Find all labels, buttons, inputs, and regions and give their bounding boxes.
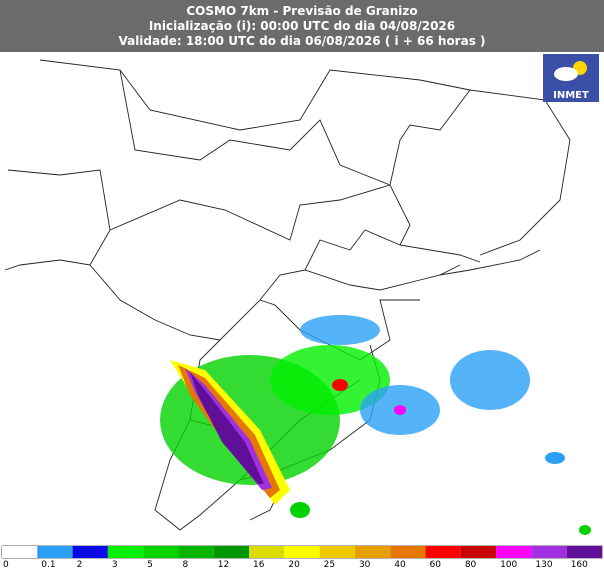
colorbar-label: 0 [3, 560, 9, 570]
colorbar-segment [72, 546, 108, 558]
colorbar-label: 40 [394, 560, 406, 570]
colorbar-segment [107, 546, 144, 558]
colorbar-label: 60 [430, 560, 442, 570]
colorbar-label: 2 [77, 560, 83, 570]
colorbar-segment [143, 546, 179, 558]
colorbar-label: 25 [324, 560, 335, 570]
colorbar-label: 130 [535, 560, 552, 570]
colorbar-segment [354, 546, 391, 558]
valid-line: Validade: 18:00 UTC do dia 06/08/2026 ( … [118, 34, 486, 48]
colorbar-segment [213, 546, 250, 558]
colorbar-segment [566, 546, 602, 558]
colorbar-segment [284, 546, 320, 558]
init-line: Inicialização (i): 00:00 UTC do dia 04/0… [148, 19, 456, 33]
colorbar-label: 30 [359, 560, 371, 570]
colorbar-segment [2, 546, 38, 558]
logo-label: INMET [553, 90, 589, 101]
colorbar-segment [425, 546, 461, 558]
colorbar-label: 160 [571, 560, 588, 570]
colorbar-label: 0.1 [41, 560, 55, 570]
header: COSMO 7km - Previsão de Granizo Iniciali… [0, 0, 604, 52]
title: COSMO 7km - Previsão de Granizo [186, 4, 418, 18]
colorbar-segment [319, 546, 355, 558]
colorbar-segment [531, 546, 567, 558]
colorbar-segment [496, 546, 532, 558]
colorbar-segment [178, 546, 214, 558]
colorbar-segment [390, 546, 426, 558]
logo: INMET [543, 54, 599, 102]
colorbar-label: 16 [253, 560, 265, 570]
colorbar-segment [249, 546, 285, 558]
colorbar-segment [460, 546, 497, 558]
colorbar-label: 100 [500, 560, 517, 570]
colorbar-label: 12 [218, 560, 229, 570]
colorbar-label: 80 [465, 560, 477, 570]
colorbar: 0 0.1 2 3 5 8 12 16 20 25 30 40 60 80 100 130 160 [2, 546, 602, 570]
colorbar-label: 20 [288, 560, 300, 570]
colorbar-label: 8 [182, 560, 188, 570]
colorbar-segment [37, 546, 73, 558]
colorbar-label: 5 [147, 560, 153, 570]
hail-field [160, 315, 591, 535]
colorbar-label: 3 [112, 560, 118, 570]
